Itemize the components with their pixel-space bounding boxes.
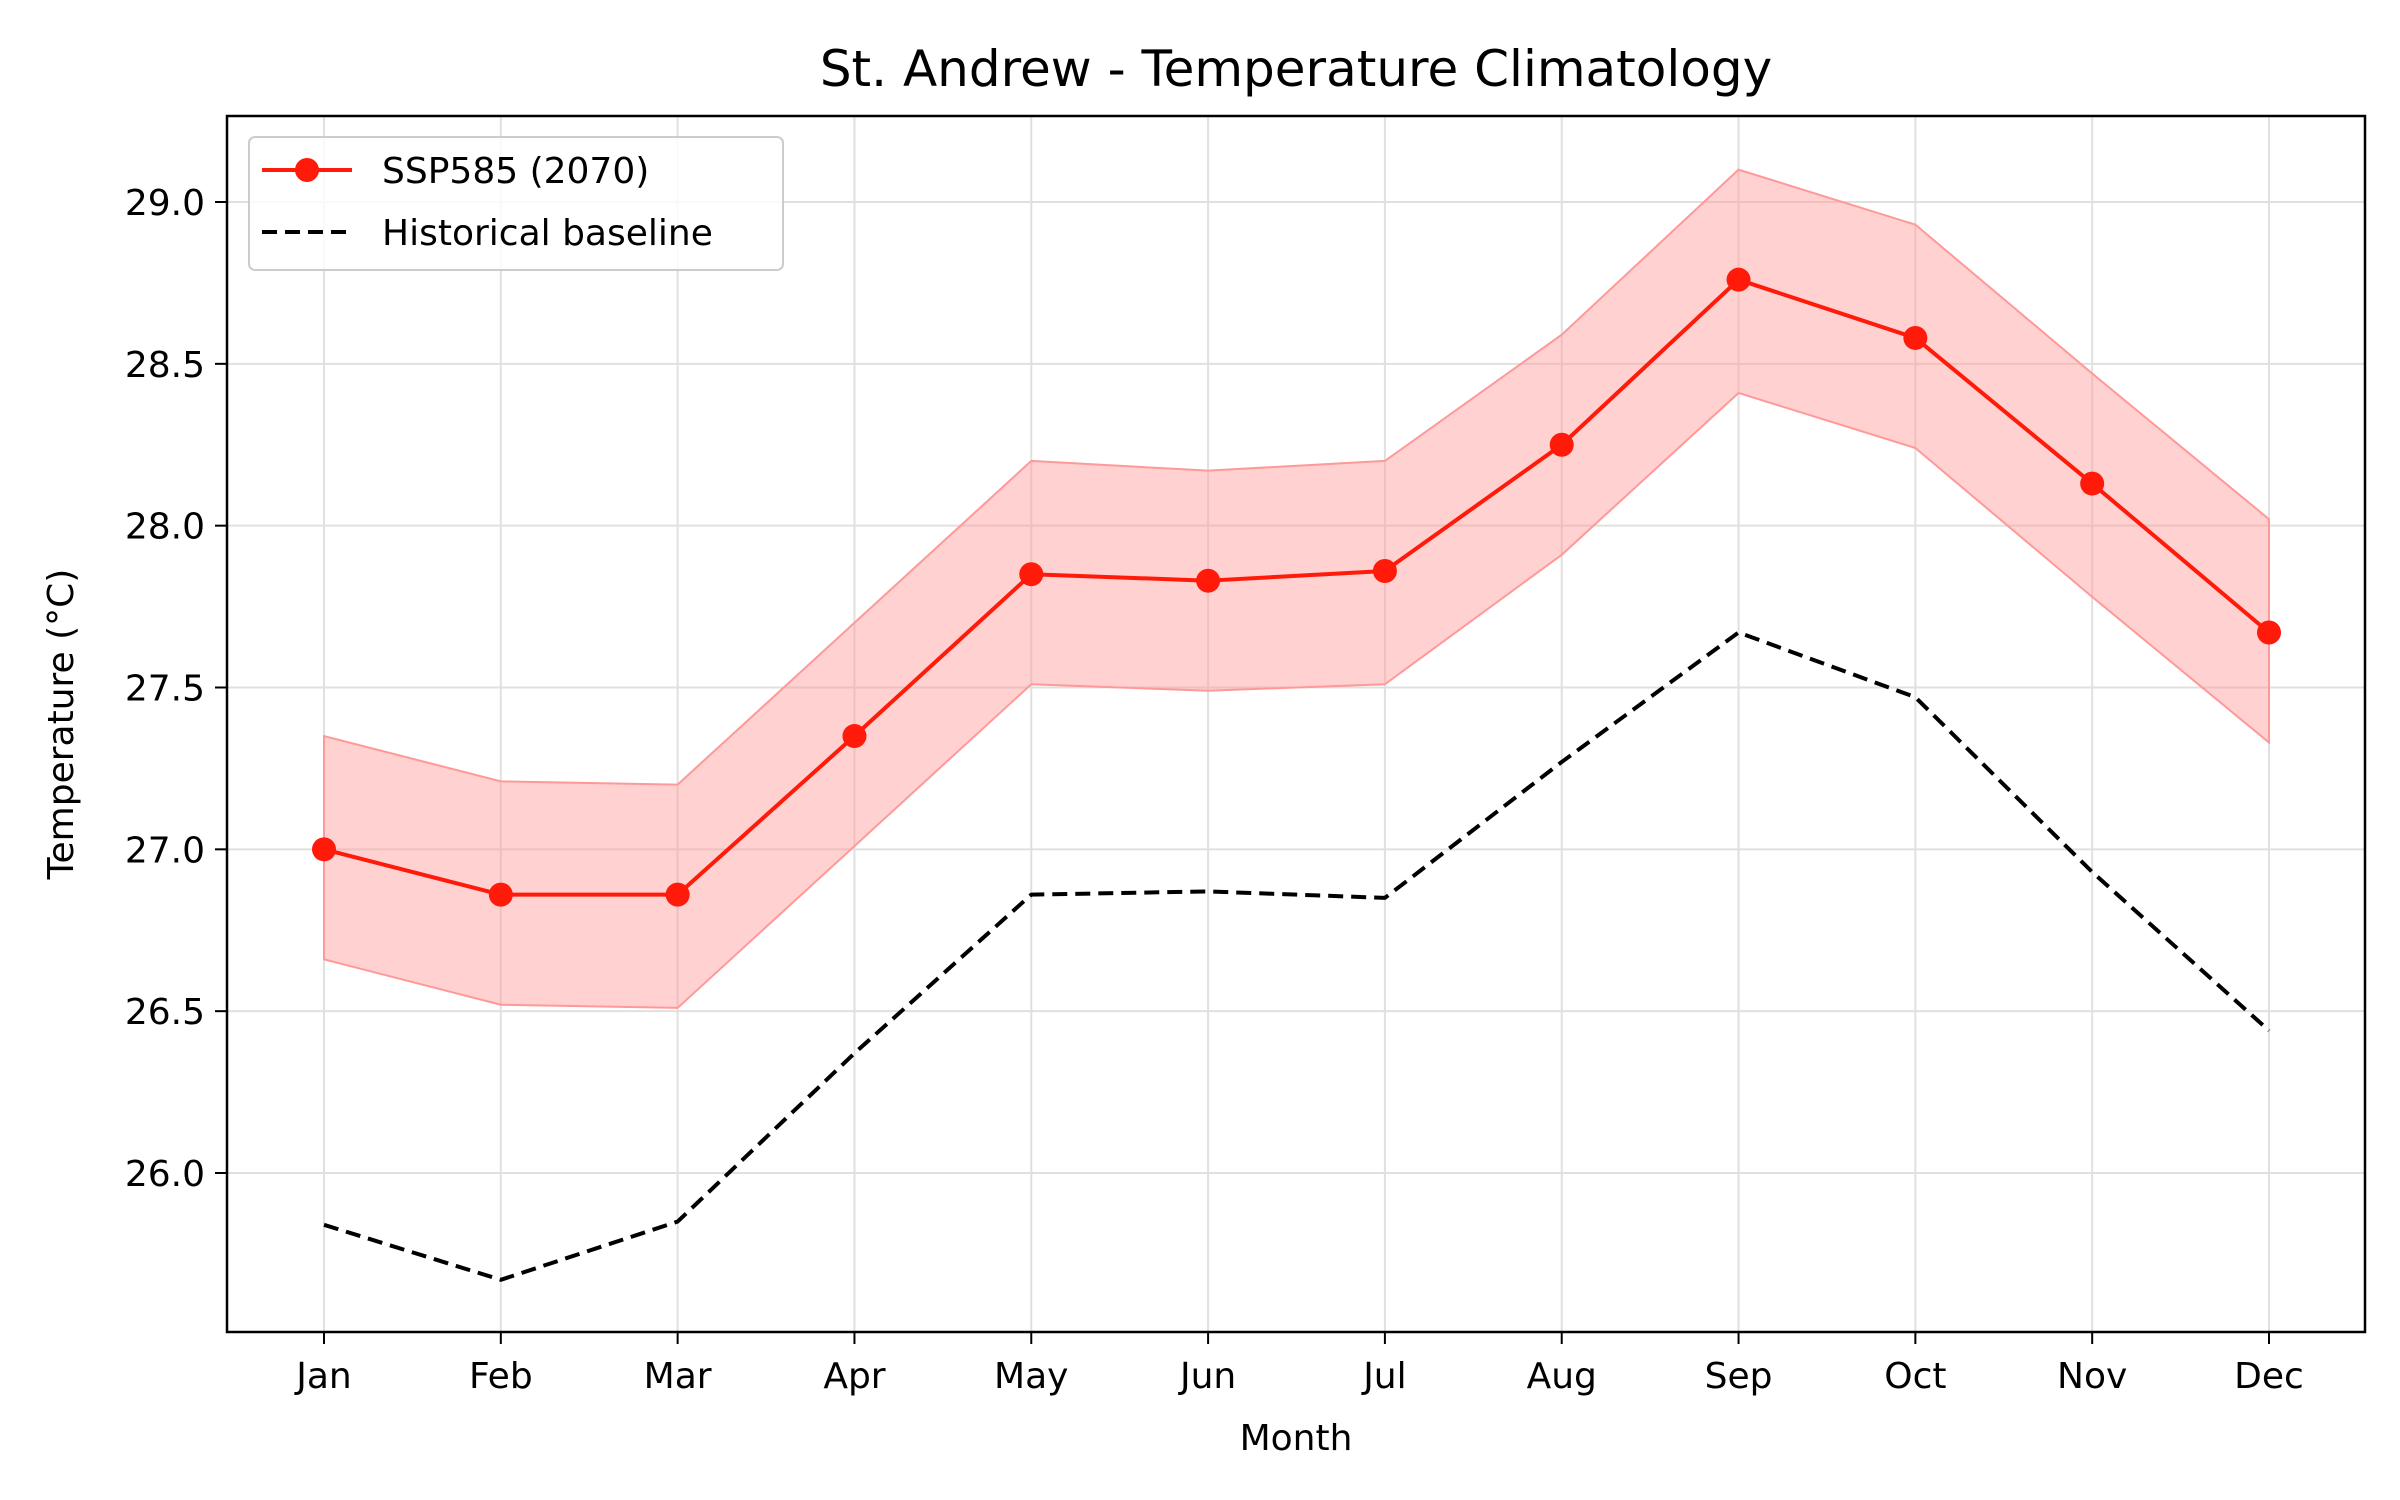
x-tick-label: Jun xyxy=(1178,1356,1236,1397)
x-tick-label: May xyxy=(994,1356,1068,1397)
x-tick-label: Jul xyxy=(1361,1356,1406,1397)
legend-label-ssp585: SSP585 (2070) xyxy=(382,151,649,192)
uncertainty-band-ssp585 xyxy=(323,168,2270,1009)
x-tick-label: Jan xyxy=(294,1356,352,1397)
data-point-ssp585 xyxy=(2080,471,2105,496)
x-axis-label: Month xyxy=(1240,1418,1353,1459)
legend-marker-ssp585 xyxy=(295,158,319,182)
data-point-ssp585 xyxy=(842,724,867,749)
plot-frame xyxy=(225,114,2367,1334)
x-tick-label: Nov xyxy=(2057,1356,2127,1397)
y-axis-ticks: 26.0 26.5 27.0 27.5 28.0 28.5 29.0 xyxy=(125,183,227,1195)
x-tick-label: Mar xyxy=(644,1356,712,1397)
x-tick-label: Feb xyxy=(469,1356,533,1397)
series-lines-layer xyxy=(323,277,2271,1282)
data-point-ssp585 xyxy=(1019,562,1044,587)
y-tick-label: 28.5 xyxy=(125,345,205,386)
x-tick-label: Apr xyxy=(823,1356,885,1397)
legend-box xyxy=(248,136,784,271)
y-tick-label: 29.0 xyxy=(125,183,205,224)
data-point-ssp585 xyxy=(2257,620,2281,645)
data-point-ssp585 xyxy=(1726,267,1751,292)
legend-label-historical: Historical baseline xyxy=(382,213,713,254)
y-tick-label: 28.0 xyxy=(125,507,205,548)
series-line-ssp585 xyxy=(323,277,2271,897)
legend: SSP585 (2070) Historical baseline xyxy=(248,136,784,271)
y-tick-label: 27.0 xyxy=(125,830,205,871)
y-tick-label: 26.5 xyxy=(125,992,205,1033)
series-markers-layer xyxy=(312,267,2281,907)
data-point-ssp585 xyxy=(488,882,513,907)
x-tick-label: Oct xyxy=(1884,1356,1946,1397)
x-tick-label: Aug xyxy=(1527,1356,1597,1397)
data-point-ssp585 xyxy=(665,882,690,907)
data-point-ssp585 xyxy=(312,837,336,862)
data-point-ssp585 xyxy=(1196,568,1221,593)
data-point-ssp585 xyxy=(1372,558,1397,583)
chart-title: St. Andrew - Temperature Climatology xyxy=(820,40,1772,98)
data-point-ssp585 xyxy=(1549,432,1574,457)
y-tick-label: 27.5 xyxy=(125,669,205,710)
x-tick-label: Sep xyxy=(1705,1356,1773,1397)
x-tick-label: Dec xyxy=(2234,1356,2304,1397)
series-line-historical xyxy=(323,630,2271,1282)
x-axis-ticks: Jan Feb Mar Apr May Jun Jul Aug Sep Oct Nov Dec xyxy=(294,1332,2304,1397)
gridlines xyxy=(227,116,2365,1332)
y-tick-label: 26.0 xyxy=(125,1154,205,1195)
uncertainty-band-layer xyxy=(323,168,2270,1009)
y-axis-label: Temperature (°C) xyxy=(41,569,82,881)
data-point-ssp585 xyxy=(1903,325,1928,350)
